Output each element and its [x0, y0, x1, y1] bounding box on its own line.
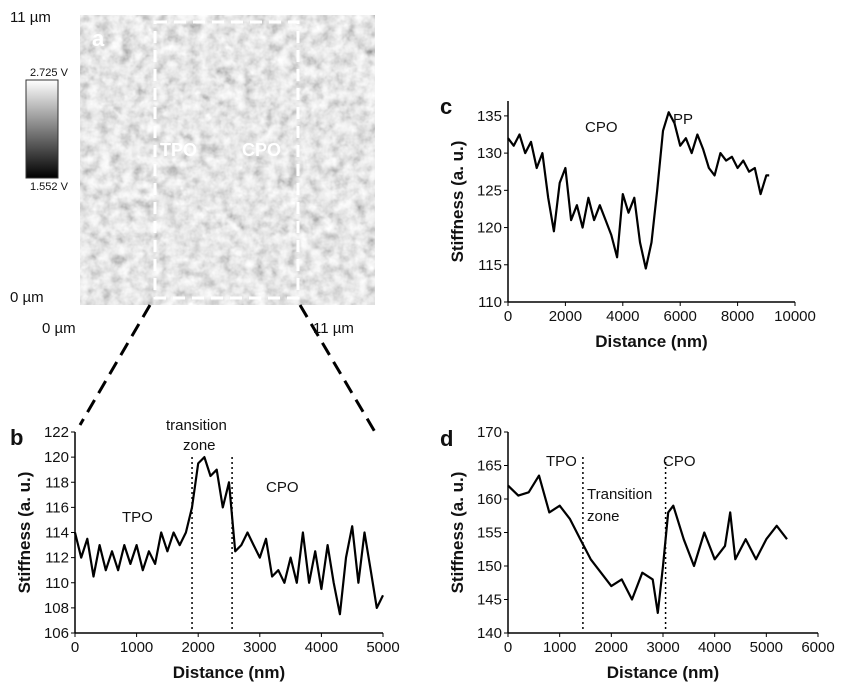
annotation: zone	[183, 437, 216, 454]
y-tick-label: 116	[45, 499, 69, 516]
annotation: Transition	[587, 486, 652, 503]
y-tick-label: 115	[478, 257, 502, 274]
y-tick-label: 110	[478, 294, 502, 311]
scale-label: 0 µm	[42, 320, 76, 337]
annotation: CPO	[266, 479, 299, 496]
x-tick-label: 4000	[606, 308, 639, 325]
y-tick-label: 114	[45, 525, 69, 542]
annotation: CPO	[585, 119, 618, 136]
y-tick-label: 125	[477, 182, 502, 199]
y-tick-label: 170	[477, 424, 502, 441]
y-tick-label: 135	[477, 108, 502, 125]
y-tick-label: 140	[477, 625, 502, 642]
x-tick-label: 6000	[664, 308, 697, 325]
annotation: TPO	[546, 453, 577, 470]
y-tick-label: 165	[477, 458, 502, 475]
x-tick-label: 0	[504, 308, 512, 325]
x-axis-title: Distance (nm)	[595, 332, 707, 351]
x-tick-label: 3000	[646, 639, 679, 656]
x-tick-label: 1000	[120, 639, 153, 656]
annotation: zone	[587, 508, 620, 525]
data-line	[507, 474, 788, 614]
x-tick-label: 8000	[721, 308, 754, 325]
y-tick-label: 122	[44, 424, 69, 441]
x-tick-label: 0	[71, 639, 79, 656]
zoom-line	[298, 304, 377, 433]
panel-label: c	[440, 94, 452, 119]
y-tick-label: 106	[44, 625, 69, 642]
y-tick-label: 145	[477, 592, 502, 609]
colorbar-label: 2.725 V	[30, 67, 69, 79]
scale-label: 0 µm	[10, 289, 44, 306]
x-tick-label: 6000	[801, 639, 834, 656]
x-axis-title: Distance (nm)	[173, 663, 285, 682]
data-line	[73, 456, 384, 616]
panel-label: b	[10, 425, 23, 450]
annotation: TPO	[122, 509, 153, 526]
y-axis-title: Stiffness (a. u.)	[15, 472, 34, 594]
colorbar	[25, 79, 59, 179]
annotation: CPO	[663, 453, 696, 470]
y-tick-label: 112	[45, 550, 69, 567]
x-tick-label: 1000	[543, 639, 576, 656]
y-axis-title: Stiffness (a. u.)	[448, 472, 467, 594]
y-tick-label: 108	[44, 600, 69, 617]
y-tick-label: 118	[45, 474, 69, 491]
y-tick-label: 150	[477, 558, 502, 575]
panel-label: d	[440, 426, 453, 451]
x-tick-label: 0	[504, 639, 512, 656]
x-tick-label: 4000	[305, 639, 338, 656]
region-label: CPO	[242, 140, 281, 160]
scale-label: 11 µm	[313, 320, 354, 337]
x-tick-label: 2000	[549, 308, 582, 325]
x-tick-label: 4000	[698, 639, 731, 656]
y-tick-label: 120	[477, 220, 502, 237]
zoom-line	[78, 304, 152, 426]
colorbar-label: 1.552 V	[30, 181, 69, 193]
data-line	[507, 111, 770, 270]
afm-image	[80, 15, 375, 305]
annotation: transition	[166, 417, 227, 434]
x-tick-label: 10000	[774, 308, 816, 325]
annotation: PP	[673, 111, 693, 128]
y-tick-label: 120	[44, 449, 69, 466]
y-tick-label: 110	[45, 575, 69, 592]
x-axis-title: Distance (nm)	[607, 663, 719, 682]
y-tick-label: 160	[477, 491, 502, 508]
x-tick-label: 2000	[595, 639, 628, 656]
x-tick-label: 3000	[243, 639, 276, 656]
x-tick-label: 5000	[366, 639, 399, 656]
region-label: TPO	[160, 140, 197, 160]
panel-label: a	[92, 26, 105, 51]
y-tick-label: 155	[477, 525, 502, 542]
x-tick-label: 5000	[750, 639, 783, 656]
scale-label: 11 µm	[10, 9, 51, 26]
y-axis-title: Stiffness (a. u.)	[448, 141, 467, 263]
x-tick-label: 2000	[182, 639, 215, 656]
y-tick-label: 130	[477, 145, 502, 162]
